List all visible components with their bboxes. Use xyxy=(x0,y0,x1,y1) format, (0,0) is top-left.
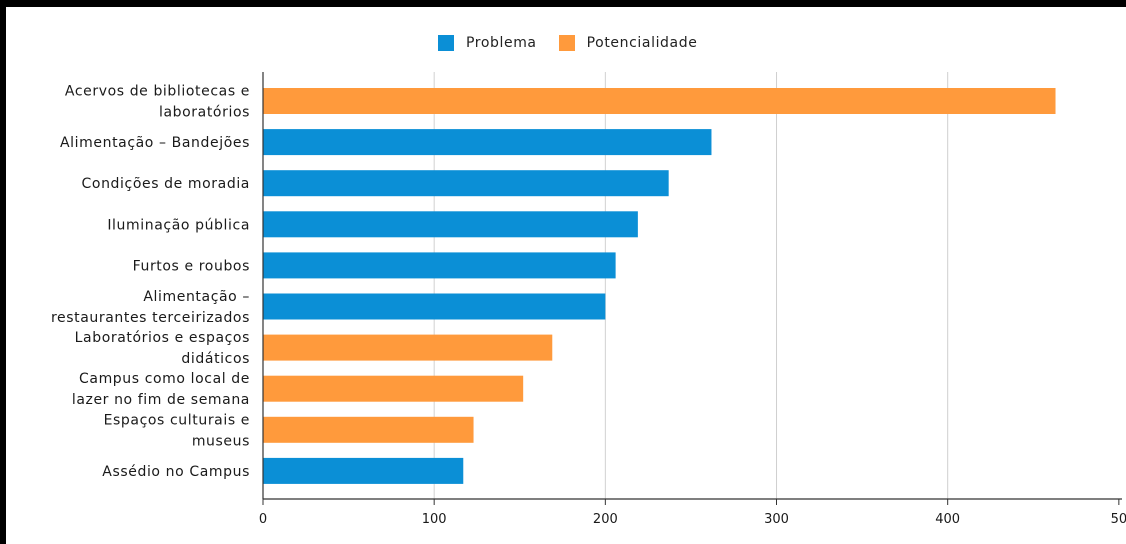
category-label: Alimentação – Bandejões xyxy=(60,135,250,151)
category-label: Assédio no Campus xyxy=(102,464,250,480)
x-tick-label: 100 xyxy=(422,512,447,527)
bar xyxy=(263,88,1056,114)
bar xyxy=(263,457,464,484)
bar xyxy=(263,293,606,320)
category-label: Alimentação – xyxy=(143,289,250,305)
legend-swatch-potencialidade xyxy=(558,35,575,51)
bar xyxy=(263,170,669,197)
bar xyxy=(263,252,616,279)
category-label: laboratórios xyxy=(159,105,250,121)
category-label: Condições de moradia xyxy=(82,176,250,192)
legend-item-potencialidade: Potencialidade xyxy=(558,35,698,51)
x-tick-label: 400 xyxy=(935,512,960,527)
x-tick-label: 300 xyxy=(764,512,789,527)
bar xyxy=(263,375,524,402)
category-label: Espaços culturais e xyxy=(104,412,250,428)
x-tick-label: 0 xyxy=(259,512,267,527)
category-label: didáticos xyxy=(181,351,250,367)
category-label: lazer no fim de semana xyxy=(72,392,250,408)
legend-label-problema: Problema xyxy=(466,35,537,51)
category-label: restaurantes terceirizados xyxy=(51,310,250,326)
bar xyxy=(263,211,638,238)
category-label: Furtos e roubos xyxy=(133,258,250,274)
category-label: Campus como local de xyxy=(79,371,250,387)
category-label: museus xyxy=(192,433,250,449)
category-label: Iluminação pública xyxy=(107,217,250,233)
category-label: Laboratórios e espaços xyxy=(75,330,250,346)
bar xyxy=(263,129,712,156)
x-tick-label: 200 xyxy=(593,512,618,527)
category-label: Acervos de bibliotecas e xyxy=(65,84,250,100)
bar xyxy=(263,334,553,361)
legend-item-problema: Problema xyxy=(438,35,537,51)
x-tick-label: 50 xyxy=(1111,512,1126,527)
bar xyxy=(263,416,474,443)
legend-swatch-problema xyxy=(438,35,454,51)
legend-label-potencialidade: Potencialidade xyxy=(586,35,698,51)
legend: Problema Potencialidade xyxy=(438,35,719,51)
